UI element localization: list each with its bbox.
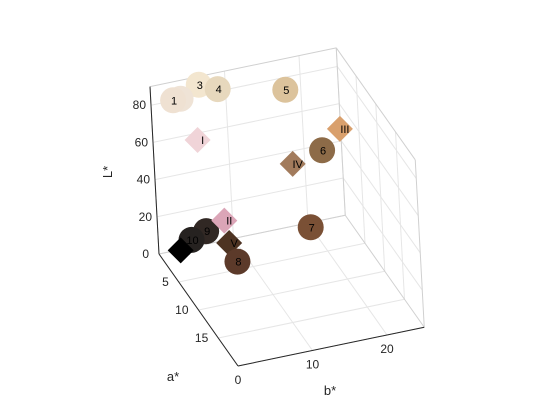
- point-label-9: 9: [204, 226, 210, 238]
- y-tick-label: 10: [306, 358, 320, 372]
- axis-edge: [414, 159, 425, 328]
- grid-line: [152, 103, 340, 143]
- point-4: [204, 76, 231, 103]
- x-axis-label: a*: [167, 369, 179, 384]
- point-label-III: III: [340, 124, 349, 136]
- z-tick-label: 20: [139, 210, 153, 224]
- grid-line: [178, 242, 366, 283]
- point-VI: [167, 237, 194, 264]
- grid-line: [338, 103, 419, 216]
- axis-edge: [149, 47, 337, 88]
- grid-line: [395, 131, 405, 300]
- point-III: [326, 115, 353, 142]
- x-tick-label: 10: [175, 303, 189, 317]
- grid-line: [355, 75, 366, 244]
- x-tick-label: 5: [162, 275, 169, 289]
- a-axis-line: [158, 253, 239, 367]
- point-label-7: 7: [309, 222, 315, 234]
- point-IV: [279, 150, 306, 177]
- grid-line: [156, 177, 344, 218]
- data-points: 354III216IVI9II10VVI78: [160, 71, 353, 275]
- y-tick-label: 0: [235, 373, 242, 387]
- x-tick-label: 0: [142, 247, 149, 261]
- point-label-5: 5: [283, 85, 289, 97]
- point-label-8: 8: [235, 257, 241, 269]
- grid-line: [307, 222, 388, 336]
- axis-edge: [335, 47, 416, 161]
- z-axis-label: L*: [100, 166, 115, 178]
- grid-line: [375, 103, 386, 272]
- grid-line: [336, 66, 417, 179]
- grid-line: [298, 55, 309, 224]
- axis-edge: [344, 214, 425, 328]
- point-label-II: II: [226, 216, 232, 228]
- point-label-1: 1: [171, 95, 177, 107]
- y-tick-label: 20: [380, 342, 394, 356]
- b-axis-line: [237, 326, 425, 367]
- z-tick-label: 80: [133, 98, 147, 112]
- point-8: [224, 248, 251, 275]
- point-5: [272, 76, 299, 103]
- x-tick-label: 15: [195, 331, 209, 345]
- L-axis-line: [149, 86, 160, 255]
- point-6: [309, 137, 336, 164]
- point-label-4: 4: [216, 84, 222, 96]
- point-1: [160, 87, 187, 114]
- grid-line: [198, 270, 385, 311]
- z-tick-label: 60: [135, 135, 149, 149]
- point-label-V: V: [230, 238, 238, 250]
- point-label-VI: VI: [180, 245, 190, 257]
- point-label-10: 10: [186, 235, 198, 247]
- point-II: [211, 207, 238, 234]
- point-label-IV: IV: [292, 159, 303, 171]
- point-label-I: I: [201, 135, 204, 147]
- point-label-3: 3: [197, 80, 203, 92]
- grid-line: [342, 177, 423, 291]
- grid-line: [218, 298, 405, 339]
- axes-box: [149, 47, 425, 367]
- y-axis-label: b*: [324, 383, 336, 398]
- grid-line: [340, 140, 421, 254]
- point-label-6: 6: [320, 145, 326, 157]
- point-I: [184, 127, 211, 153]
- point-7: [297, 214, 324, 241]
- z-tick-label: 40: [137, 173, 151, 187]
